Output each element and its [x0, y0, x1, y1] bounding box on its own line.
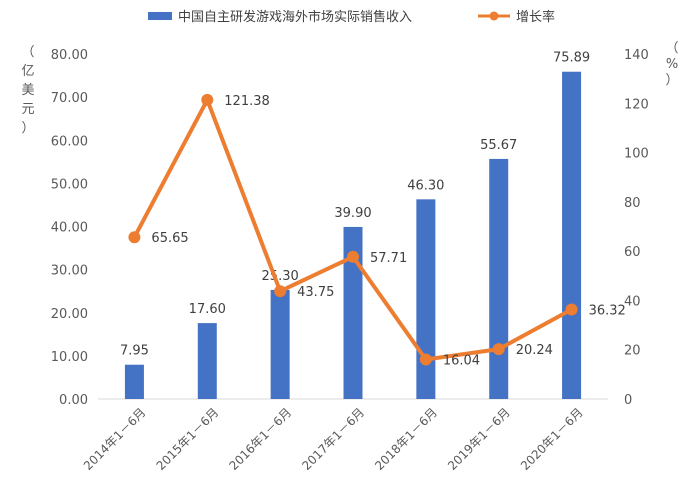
growth-rate-points: [128, 93, 578, 366]
left-axis-ticks: 0.00 10.00 20.00 30.00 40.00 50.00 60.00 70.00 8…: [51, 48, 88, 408]
bar-value-label: 55.67: [480, 138, 517, 153]
right-tick-label: 0: [624, 393, 632, 408]
bar: [197, 323, 217, 399]
bar: [562, 71, 582, 400]
growth-rate-point: [419, 353, 432, 366]
x-category-label: 2014年1－6月: [81, 405, 149, 473]
right-tick-label: 120: [624, 97, 649, 112]
left-tick-label: 0.00: [59, 393, 88, 408]
growth-rate-value-label: 121.38: [224, 94, 269, 109]
bar: [343, 226, 363, 399]
left-axis-unit-char: 美: [21, 83, 34, 98]
left-tick-label: 30.00: [51, 264, 88, 279]
x-category-label: 2017年1－6月: [299, 405, 367, 473]
left-tick-label: 80.00: [51, 48, 88, 63]
legend-bar-label: 中国自主研发游戏海外市场实际销售收入: [178, 9, 412, 25]
right-tick-label: 140: [624, 48, 649, 63]
left-tick-label: 10.00: [51, 350, 88, 365]
right-tick-label: 40: [624, 294, 641, 309]
legend-line-label: 增长率: [516, 9, 555, 25]
bar-value-label: 39.90: [334, 206, 371, 221]
bar-value-label: 75.89: [553, 51, 590, 66]
bar: [124, 364, 144, 399]
growth-rate-point: [565, 303, 578, 316]
legend: 中国自主研发游戏海外市场实际销售收入 增长率: [148, 9, 555, 25]
growth-rate-value-label: 57.71: [370, 251, 407, 266]
right-axis-unit-char: （: [665, 41, 678, 56]
legend-bar-swatch: [148, 12, 172, 20]
growth-rate-labels: 65.65 121.38 43.75 57.71 16.04 20.24 36.32: [151, 94, 625, 369]
x-category-label: 2019年1－6月: [445, 405, 513, 473]
left-tick-label: 60.00: [51, 134, 88, 149]
growth-rate-point: [274, 285, 287, 298]
growth-rate-point: [201, 93, 214, 106]
bar-value-label: 46.30: [407, 178, 444, 193]
growth-rate-point: [347, 250, 359, 263]
growth-rate-value-label: 36.32: [589, 303, 626, 318]
left-axis-unit-char: ）: [21, 121, 34, 136]
right-tick-label: 100: [624, 147, 649, 162]
left-axis-unit-char: （: [21, 45, 34, 60]
x-category-label: 2018年1－6月: [372, 405, 440, 473]
x-category-label: 2015年1－6月: [154, 405, 222, 473]
growth-rate-value-label: 43.75: [297, 285, 334, 300]
left-tick-label: 70.00: [51, 91, 88, 106]
bar-value-label: 25.30: [262, 269, 299, 284]
right-tick-label: 20: [624, 344, 641, 359]
x-category-label: 2020年1－6月: [518, 405, 586, 473]
right-tick-label: 60: [624, 245, 641, 260]
growth-rate-value-label: 65.65: [151, 231, 188, 246]
left-axis-unit-char: 亿: [21, 64, 34, 79]
growth-rate-point: [492, 343, 505, 356]
bar: [270, 289, 290, 399]
growth-rate-value-label: 20.24: [516, 343, 553, 358]
left-tick-label: 40.00: [51, 221, 88, 236]
left-tick-label: 50.00: [51, 177, 88, 192]
right-axis-unit: （%）: [665, 41, 678, 88]
growth-rate-point: [128, 231, 141, 244]
bar: [489, 158, 509, 399]
left-axis-unit-char: 元: [21, 102, 34, 117]
right-axis-unit-char: ）: [665, 73, 678, 88]
right-axis-unit-char: %: [666, 57, 678, 72]
growth-rate-value-label: 16.04: [443, 353, 480, 368]
right-tick-label: 80: [624, 196, 641, 211]
bar-labels: 7.95 17.60 25.30 39.90 46.30 55.67 75.89: [120, 51, 590, 359]
legend-line-swatch-marker: [489, 11, 499, 21]
bar: [416, 199, 436, 399]
left-tick-label: 20.00: [51, 307, 88, 322]
right-axis-ticks: 0 20 40 60 80 100 120 140: [624, 48, 649, 408]
x-axis-categories: 2014年1－6月 2015年1－6月 2016年1－6月 2017年1－6月 2018…: [81, 405, 586, 473]
bars: [124, 71, 582, 400]
bar-value-label: 17.60: [189, 302, 226, 317]
bar-value-label: 7.95: [120, 344, 149, 359]
left-axis-unit: （ 亿美元 ）: [21, 45, 34, 136]
x-category-label: 2016年1－6月: [227, 405, 295, 473]
